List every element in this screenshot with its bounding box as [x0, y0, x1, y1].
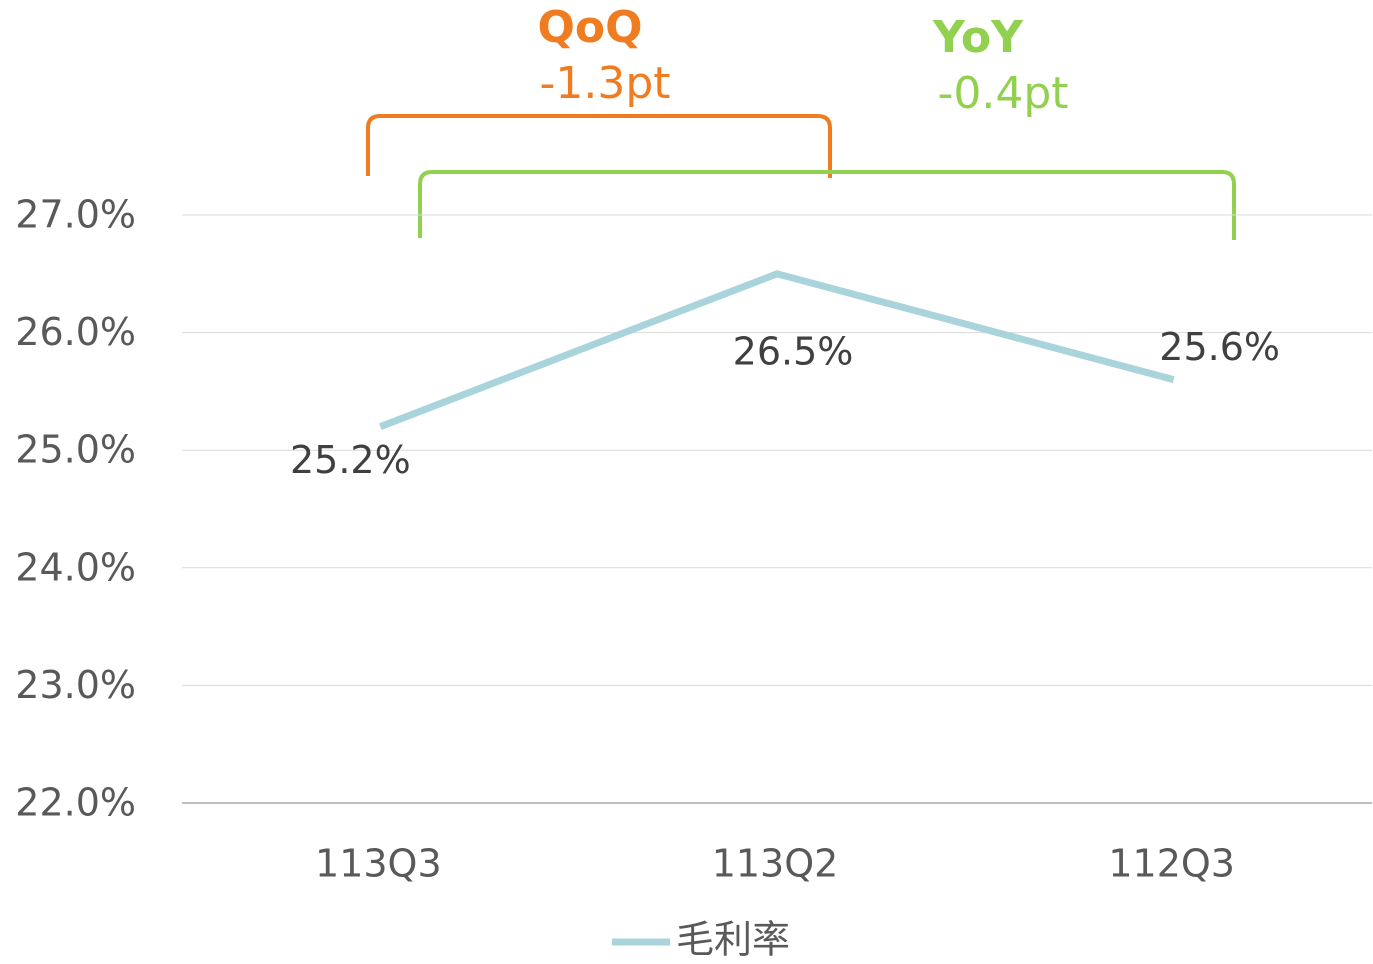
x-tick-label: 113Q3: [315, 842, 442, 886]
y-tick-label: 23.0%: [15, 663, 136, 707]
yoy-bracket: [418, 170, 1236, 240]
data-label: 25.2%: [290, 438, 411, 482]
legend-label: 毛利率: [676, 918, 790, 962]
x-tick-label: 113Q2: [712, 842, 839, 886]
y-tick-label: 25.0%: [15, 428, 136, 472]
y-tick-label: 27.0%: [15, 193, 136, 237]
annotation-title: YoY: [932, 12, 1024, 63]
series-line: [379, 270, 1175, 430]
y-tick-label: 24.0%: [15, 545, 136, 589]
qoq-bracket: [366, 114, 832, 178]
data-label: 25.6%: [1159, 325, 1280, 369]
data-label: 26.5%: [733, 329, 854, 373]
y-tick-label: 22.0%: [15, 781, 136, 825]
y-tick-label: 26.0%: [15, 310, 136, 354]
annotation-text: -0.4pt: [937, 68, 1068, 119]
annotation-title: QoQ: [537, 2, 642, 53]
x-tick-label: 112Q3: [1108, 842, 1235, 886]
annotation-text: -1.3pt: [539, 58, 670, 109]
